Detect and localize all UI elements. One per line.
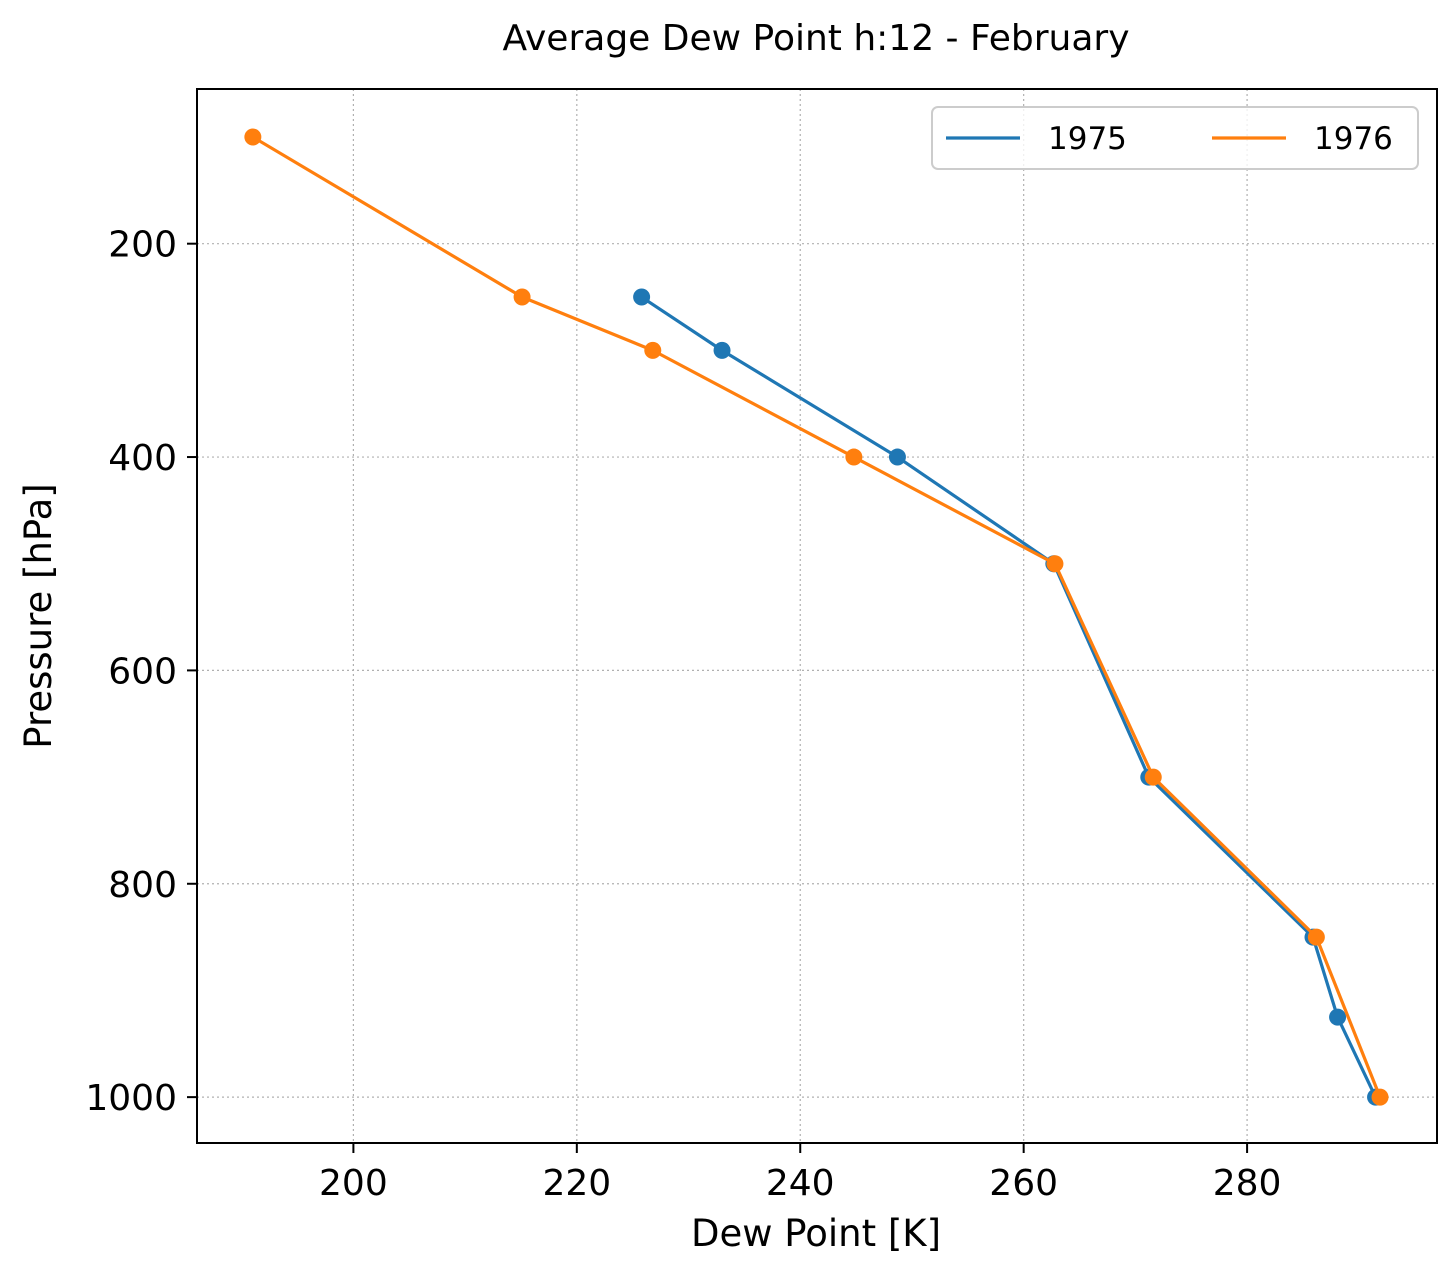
data-point-1976 xyxy=(1307,928,1325,946)
data-point-1976 xyxy=(244,128,262,146)
grid-lines xyxy=(197,89,1437,1143)
data-point-1975 xyxy=(888,448,906,466)
y-axis-label: Pressure [hPa] xyxy=(17,483,60,748)
x-tick-label: 220 xyxy=(542,1163,611,1204)
y-tick-label: 1000 xyxy=(85,1078,177,1119)
y-tick-label: 800 xyxy=(108,865,177,906)
series-line-1975 xyxy=(640,295,1378,1098)
chart-title: Average Dew Point h:12 - February xyxy=(502,18,1129,59)
data-point-1976 xyxy=(644,341,662,359)
series-layer xyxy=(244,128,1389,1106)
data-point-1976 xyxy=(1371,1088,1389,1106)
series-1976 xyxy=(244,128,1389,1106)
data-point-1976 xyxy=(513,288,531,306)
data-point-1975 xyxy=(713,341,731,359)
legend-box xyxy=(931,106,1419,170)
legend-entry-1975: 1975 xyxy=(946,121,1127,157)
data-point-1976 xyxy=(845,448,863,466)
series-line-1976 xyxy=(252,135,1382,1098)
legend-label: 1976 xyxy=(1314,121,1393,157)
x-axis-ticks: 200 220 240 260 280 xyxy=(319,1143,1281,1204)
data-point-1976 xyxy=(1046,555,1064,573)
y-axis-ticks: 200 400 600 800 1000 xyxy=(85,225,197,1119)
data-point-1975 xyxy=(1329,1008,1347,1026)
x-axis-label: Dew Point [K] xyxy=(691,1212,941,1255)
data-point-1975 xyxy=(633,288,651,306)
x-tick-label: 240 xyxy=(766,1163,835,1204)
y-tick-label: 200 xyxy=(108,225,177,266)
legend: 1975 1976 xyxy=(931,106,1419,170)
legend-entry-1976: 1976 xyxy=(1212,121,1393,157)
data-point-1976 xyxy=(1144,768,1162,786)
y-tick-label: 600 xyxy=(108,651,177,692)
x-tick-label: 280 xyxy=(1213,1163,1282,1204)
x-tick-label: 260 xyxy=(989,1163,1058,1204)
y-tick-label: 400 xyxy=(108,438,177,479)
plot-frame xyxy=(196,88,1438,1144)
legend-entries: 1975 1976 xyxy=(946,121,1393,157)
x-tick-label: 200 xyxy=(319,1163,388,1204)
legend-label: 1975 xyxy=(1048,121,1127,157)
